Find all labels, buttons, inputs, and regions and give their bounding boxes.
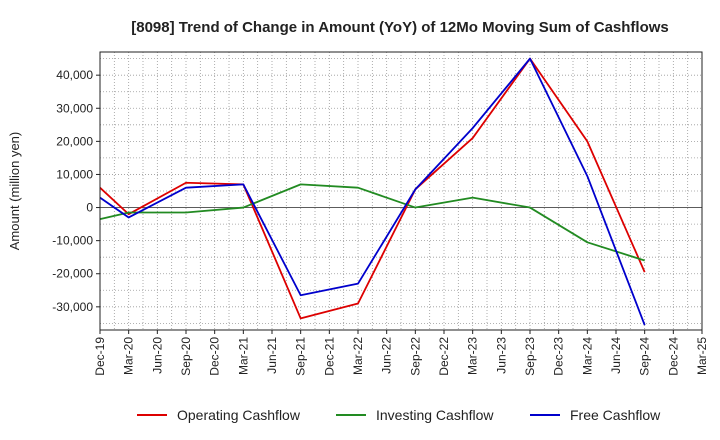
legend-label-free-cashflow: Free Cashflow — [570, 407, 661, 423]
x-tick-label: Mar-21 — [236, 337, 250, 375]
series-lines — [99, 57, 646, 326]
plot-frame — [99, 51, 703, 331]
grid — [99, 52, 703, 330]
legend-label-operating-cashflow: Operating Cashflow — [177, 407, 301, 423]
chart-title: [8098] Trend of Change in Amount (YoY) o… — [131, 19, 669, 36]
series-line-free-cashflow — [99, 57, 646, 326]
x-tick-label: Mar-20 — [122, 337, 136, 375]
y-axis-label: Amount (million yen) — [7, 132, 22, 251]
x-tick-label: Dec-24 — [666, 337, 680, 376]
series-line-operating-cashflow — [99, 57, 646, 320]
x-tick-label: Dec-20 — [208, 337, 222, 376]
x-tick-label: Sep-22 — [408, 337, 422, 376]
x-tick-label: Jun-21 — [265, 337, 279, 374]
x-tick-label: Jun-20 — [150, 337, 164, 374]
y-tick-label: 30,000 — [56, 101, 93, 115]
y-tick-label: -30,000 — [52, 300, 93, 314]
y-tick-label: -10,000 — [52, 234, 93, 248]
x-tick-label: Jun-23 — [494, 337, 508, 374]
y-tick-label: 40,000 — [56, 68, 93, 82]
x-tick-label: Sep-21 — [294, 337, 308, 376]
x-tick-label: Jun-22 — [380, 337, 394, 374]
x-tick-label: Sep-20 — [179, 337, 193, 376]
y-tick-labels: -30,000 -20,000 -10,000 0 10,000 20,000 30,000… — [52, 68, 100, 314]
x-tick-label: Mar-25 — [695, 337, 709, 375]
x-tick-labels: Dec-19 Mar-20 Jun-20 Sep-20 Dec-20 Mar-21 Jun-… — [93, 330, 709, 376]
y-tick-label: 20,000 — [56, 134, 93, 148]
x-tick-label: Mar-22 — [351, 337, 365, 375]
x-tick-label: Jun-24 — [609, 337, 623, 374]
x-tick-label: Dec-22 — [437, 337, 451, 376]
legend: Operating Cashflow Investing Cashflow Free… — [137, 407, 661, 423]
y-tick-label: -20,000 — [52, 267, 93, 281]
x-tick-label: Sep-23 — [523, 337, 537, 376]
x-tick-label: Dec-19 — [93, 337, 107, 376]
legend-label-investing-cashflow: Investing Cashflow — [376, 407, 494, 423]
x-tick-label: Mar-24 — [580, 337, 594, 375]
series-line-investing-cashflow — [99, 183, 645, 262]
x-tick-label: Dec-23 — [552, 337, 566, 376]
x-tick-label: Mar-23 — [466, 337, 480, 375]
x-tick-label: Sep-24 — [638, 337, 652, 376]
y-tick-label: 0 — [86, 201, 93, 215]
x-tick-label: Dec-21 — [322, 337, 336, 376]
y-tick-label: 10,000 — [56, 167, 93, 181]
